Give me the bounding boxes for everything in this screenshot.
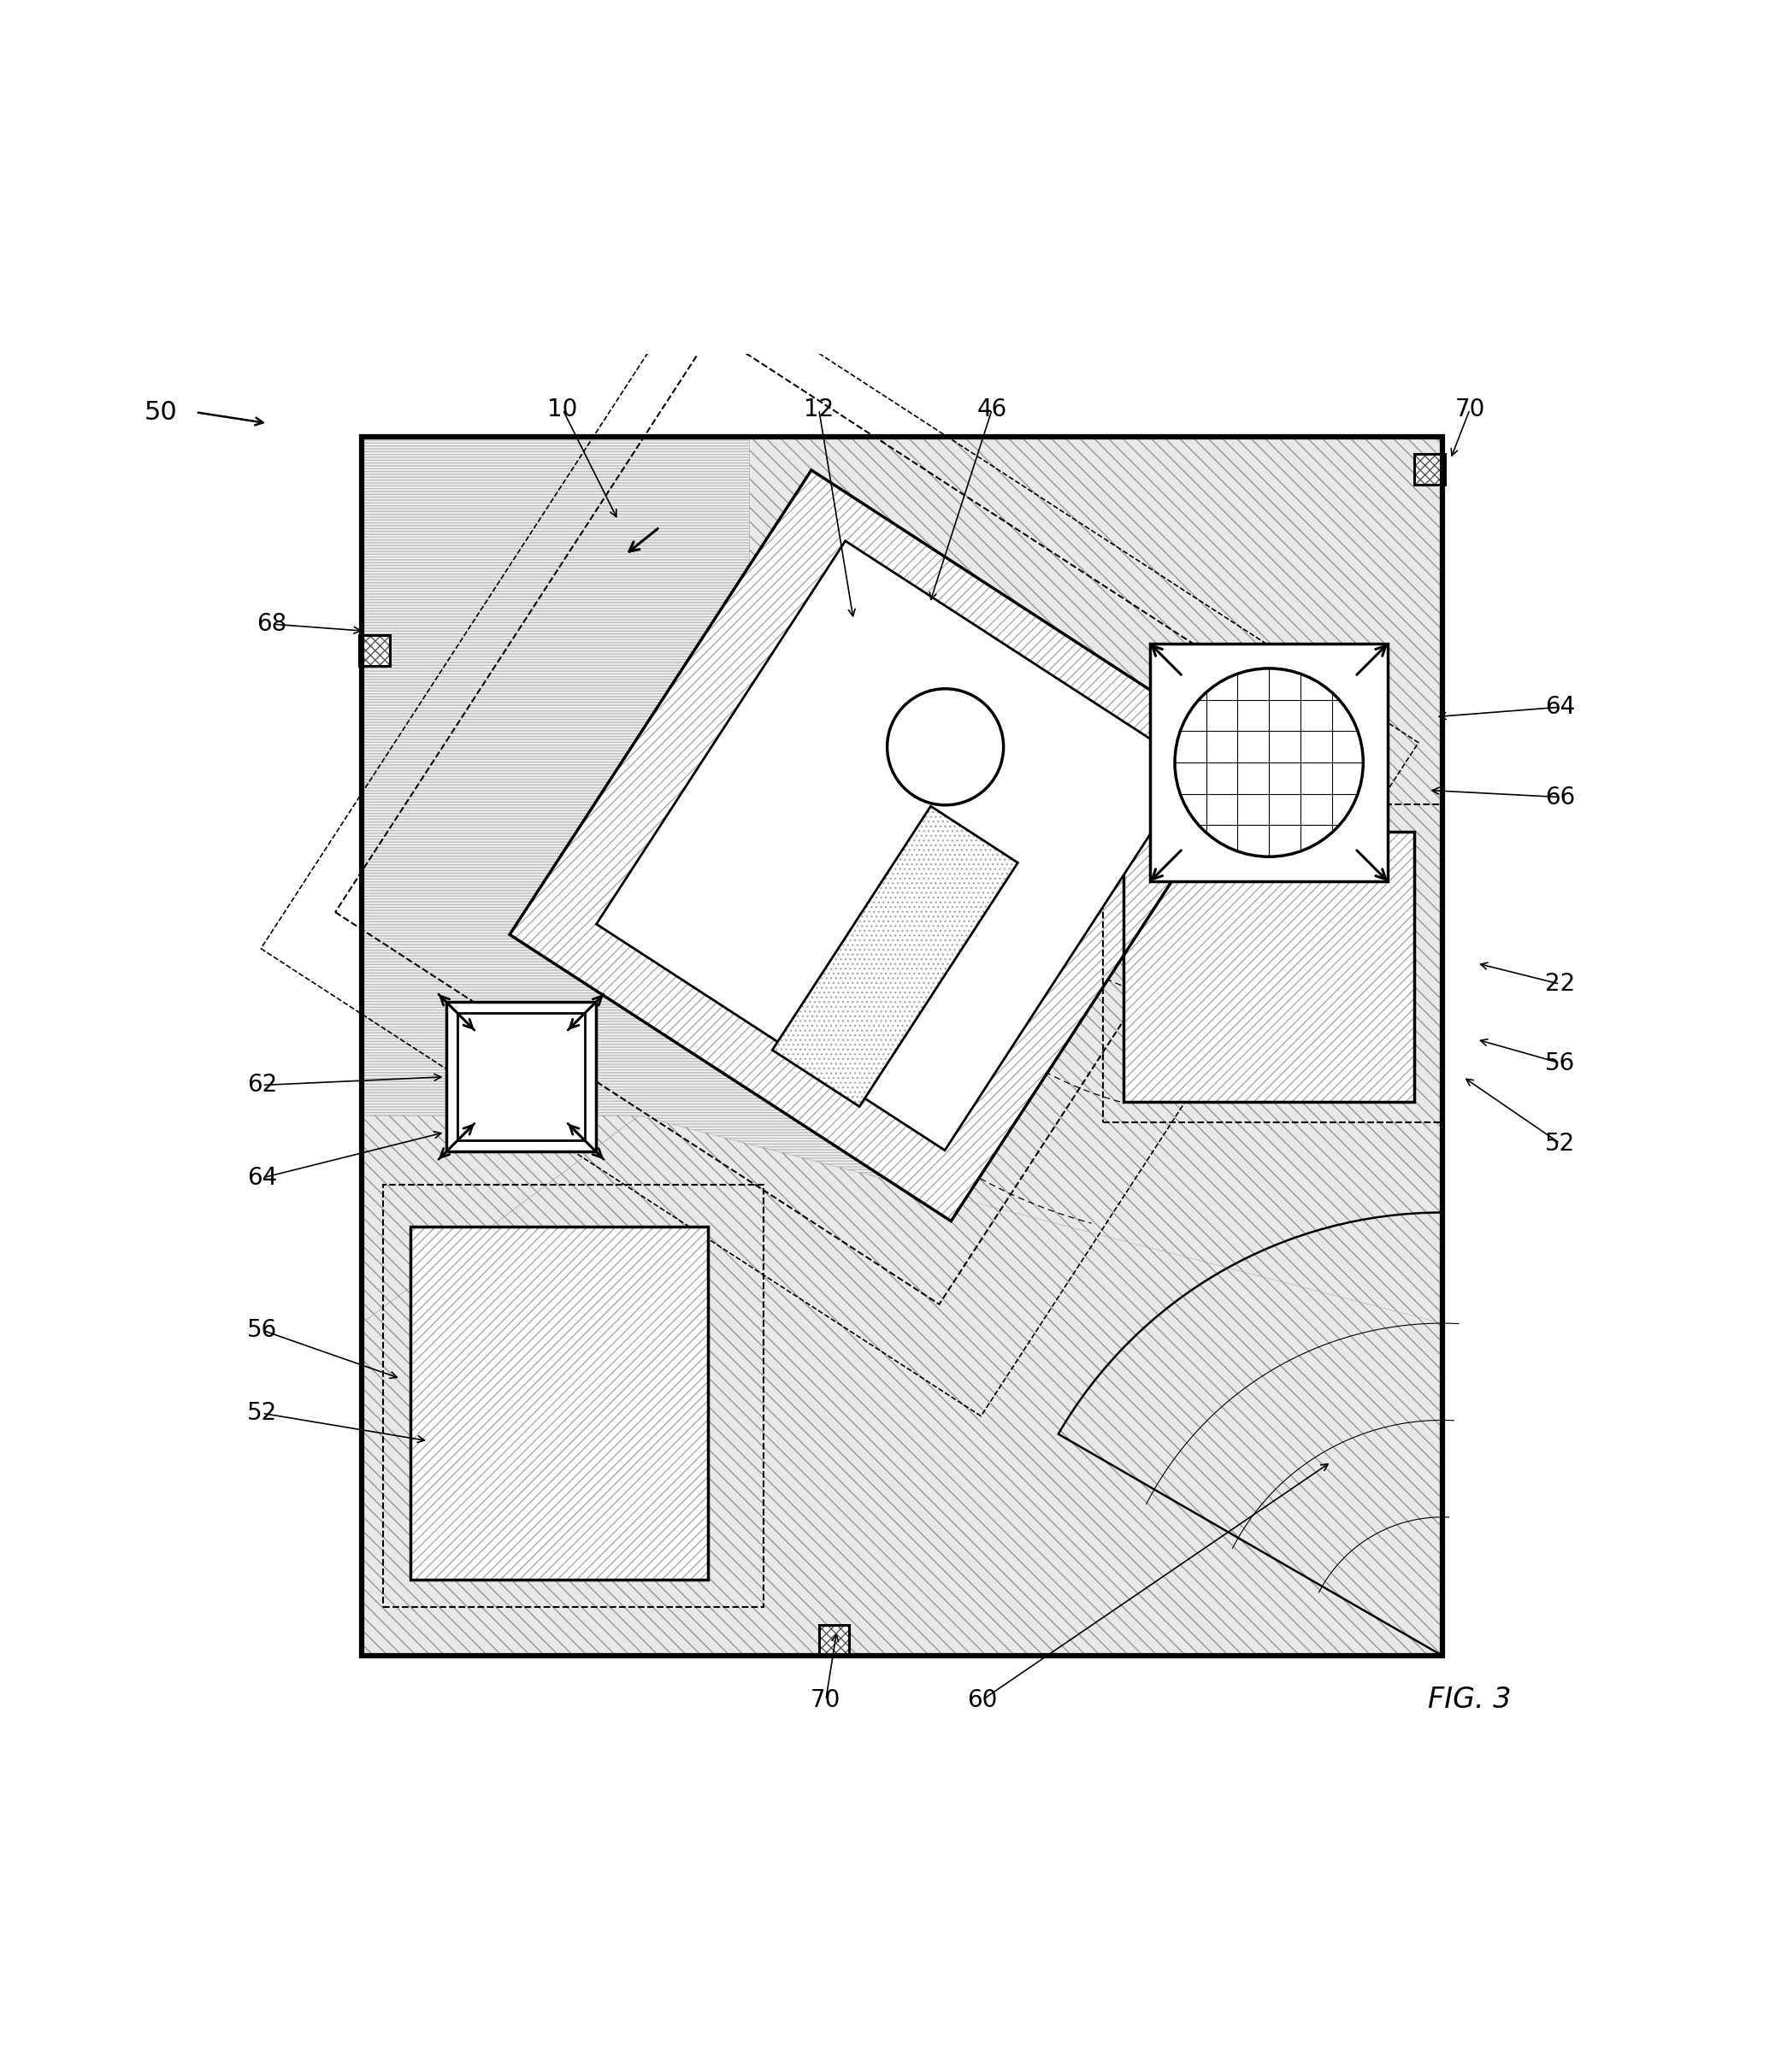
Bar (361, 437, 1442, 1656)
Polygon shape (751, 437, 1442, 1324)
Polygon shape (597, 541, 1194, 1150)
Text: 10: 10 (547, 398, 577, 421)
Text: 46: 46 (977, 398, 1008, 421)
Bar (1415, 454, 1446, 485)
Polygon shape (509, 470, 1253, 1220)
Polygon shape (772, 806, 1019, 1106)
Text: 12: 12 (804, 398, 835, 421)
Bar (457, 1013, 584, 1140)
Bar (411, 1227, 708, 1579)
Text: 64: 64 (1544, 696, 1574, 719)
Text: 56: 56 (1544, 1051, 1574, 1075)
Text: 52: 52 (1544, 1131, 1574, 1156)
Text: 62: 62 (247, 1073, 277, 1096)
Bar (818, 1624, 849, 1656)
Text: 56: 56 (247, 1318, 277, 1343)
Bar (382, 1185, 763, 1608)
Bar (818, 1624, 849, 1656)
Text: 70: 70 (811, 1689, 842, 1711)
Circle shape (886, 688, 1004, 806)
Bar (1149, 644, 1388, 881)
Bar (1415, 454, 1446, 485)
Text: 50: 50 (145, 400, 177, 425)
Text: 66: 66 (1544, 785, 1574, 808)
Polygon shape (361, 1115, 1442, 1656)
Bar (361, 437, 1442, 1656)
Text: 52: 52 (247, 1401, 277, 1426)
Bar (447, 1003, 595, 1152)
Text: 68: 68 (257, 611, 288, 636)
Circle shape (1174, 669, 1363, 856)
Bar (1124, 831, 1415, 1102)
Polygon shape (361, 1115, 640, 1324)
Bar (359, 636, 390, 665)
Bar (411, 1227, 708, 1579)
Text: FIG. 3: FIG. 3 (1428, 1687, 1512, 1714)
Bar (1103, 804, 1442, 1123)
Bar (1124, 831, 1415, 1102)
Bar (457, 1013, 584, 1140)
Bar (359, 636, 390, 665)
Text: 60: 60 (967, 1689, 997, 1711)
Text: 70: 70 (1455, 398, 1485, 421)
Text: 22: 22 (1544, 972, 1574, 997)
Text: 64: 64 (247, 1167, 277, 1189)
